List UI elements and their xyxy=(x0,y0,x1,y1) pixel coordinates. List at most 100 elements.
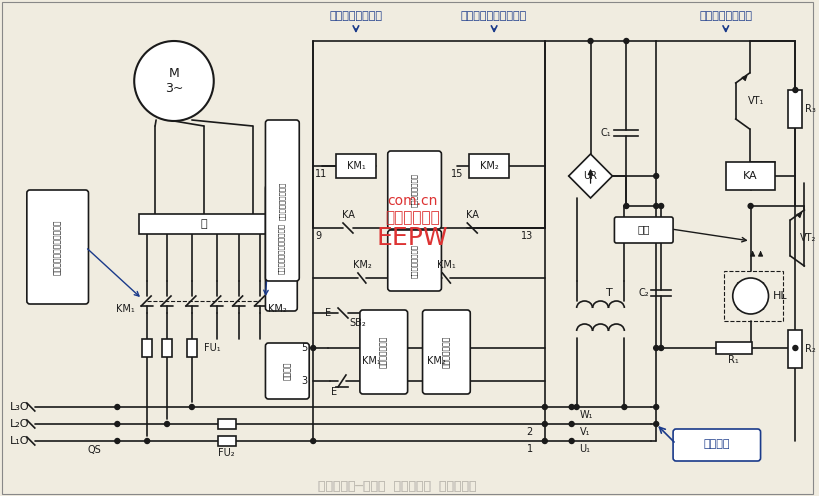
Text: FU₂: FU₂ xyxy=(218,448,235,458)
Text: 相序检测: 相序检测 xyxy=(703,439,729,449)
Text: 逆相序正接触器控制: 逆相序正接触器控制 xyxy=(278,182,285,220)
Circle shape xyxy=(541,405,546,410)
Circle shape xyxy=(653,405,658,410)
Text: FU₁: FU₁ xyxy=(204,343,220,353)
Text: EEPW: EEPW xyxy=(376,226,448,250)
Circle shape xyxy=(658,346,663,351)
Text: T: T xyxy=(606,288,613,298)
Text: U₁: U₁ xyxy=(579,444,590,454)
FancyBboxPatch shape xyxy=(27,190,88,304)
Circle shape xyxy=(541,422,546,427)
Text: HL: HL xyxy=(771,291,786,301)
Bar xyxy=(187,339,197,357)
Text: 顺相序直接触器: 顺相序直接触器 xyxy=(379,336,387,368)
Circle shape xyxy=(115,438,120,443)
Bar xyxy=(162,339,172,357)
Text: 2: 2 xyxy=(526,427,532,437)
Text: R₃: R₃ xyxy=(804,104,815,114)
Bar xyxy=(218,419,235,429)
Text: KM₂: KM₂ xyxy=(479,161,498,171)
FancyBboxPatch shape xyxy=(387,151,441,229)
Circle shape xyxy=(541,438,546,443)
Text: L₃O: L₃O xyxy=(10,402,29,412)
Text: M
3~: M 3~ xyxy=(165,67,183,95)
Text: 1: 1 xyxy=(526,444,532,454)
Bar xyxy=(725,162,775,190)
Bar xyxy=(715,342,751,354)
Circle shape xyxy=(573,405,578,410)
Circle shape xyxy=(621,405,626,410)
Text: R₂: R₂ xyxy=(804,344,815,354)
Text: 逆相序接触器主接触器接点: 逆相序接触器主接触器接点 xyxy=(278,223,284,273)
Text: KM₁: KM₁ xyxy=(362,356,381,366)
Circle shape xyxy=(134,41,214,121)
FancyBboxPatch shape xyxy=(265,343,309,399)
Text: QS: QS xyxy=(88,445,102,455)
Text: C₁: C₁ xyxy=(600,128,611,138)
Text: L₁O: L₁O xyxy=(10,436,29,446)
Text: R₁: R₁ xyxy=(727,355,738,365)
Circle shape xyxy=(310,346,315,351)
Text: 停止接点: 停止接点 xyxy=(283,362,292,380)
Circle shape xyxy=(115,422,120,427)
Circle shape xyxy=(653,346,658,351)
Text: 逆相序校正接触器线圈: 逆相序校正接触器线圈 xyxy=(460,11,527,21)
Text: KM₂: KM₂ xyxy=(352,260,371,270)
Text: SB₂: SB₂ xyxy=(349,318,366,328)
Circle shape xyxy=(732,278,767,314)
Circle shape xyxy=(568,438,573,443)
Text: L₂O: L₂O xyxy=(10,419,29,429)
Text: 山: 山 xyxy=(201,219,207,229)
Circle shape xyxy=(189,405,194,410)
FancyBboxPatch shape xyxy=(265,185,297,311)
Text: 光耦: 光耦 xyxy=(636,224,649,234)
Text: 5: 5 xyxy=(301,343,307,353)
Text: KM₂: KM₂ xyxy=(427,356,446,366)
Circle shape xyxy=(653,422,658,427)
FancyBboxPatch shape xyxy=(422,310,469,394)
FancyBboxPatch shape xyxy=(387,230,441,291)
Text: 逆相序继电器线圈: 逆相序继电器线圈 xyxy=(411,173,418,207)
Bar xyxy=(468,154,509,178)
Text: 9: 9 xyxy=(314,231,321,241)
Text: VT₂: VT₂ xyxy=(799,233,816,243)
Circle shape xyxy=(144,438,149,443)
Text: E: E xyxy=(331,387,337,397)
Text: KM₁: KM₁ xyxy=(346,161,364,171)
Text: 11: 11 xyxy=(314,169,327,179)
Circle shape xyxy=(623,39,628,44)
Text: V₁: V₁ xyxy=(579,427,590,437)
Circle shape xyxy=(165,422,170,427)
Text: 电子产品世界: 电子产品世界 xyxy=(385,210,440,226)
Text: KA: KA xyxy=(465,210,478,220)
Bar xyxy=(336,154,375,178)
Text: KM₂: KM₂ xyxy=(268,304,287,314)
Text: 逆相序校正继电器: 逆相序校正继电器 xyxy=(699,11,751,21)
Circle shape xyxy=(747,203,752,208)
Text: KA: KA xyxy=(342,210,354,220)
Text: KA: KA xyxy=(742,171,757,181)
FancyBboxPatch shape xyxy=(360,310,407,394)
Circle shape xyxy=(568,422,573,427)
Text: 磁力制动器─顺相序  逆相序校正  控制电路图: 磁力制动器─顺相序 逆相序校正 控制电路图 xyxy=(318,480,477,493)
FancyBboxPatch shape xyxy=(672,429,760,461)
Text: 顺相序接触器线圈: 顺相序接触器线圈 xyxy=(329,11,382,21)
Polygon shape xyxy=(568,154,612,198)
Text: 13: 13 xyxy=(520,231,532,241)
Circle shape xyxy=(623,203,628,208)
Bar xyxy=(787,330,801,368)
Text: 顺相序接触器主接触器接点: 顺相序接触器主接触器接点 xyxy=(53,219,62,275)
FancyBboxPatch shape xyxy=(613,217,672,243)
Text: 逆相序互锁接触器: 逆相序互锁接触器 xyxy=(411,244,418,278)
Text: 逆相序直接触器: 逆相序直接触器 xyxy=(441,336,450,368)
Text: VT₁: VT₁ xyxy=(747,96,763,106)
Circle shape xyxy=(587,39,592,44)
Circle shape xyxy=(115,405,120,410)
Bar xyxy=(139,214,268,234)
Text: com.cn: com.cn xyxy=(387,194,437,208)
Bar xyxy=(723,271,782,321)
Circle shape xyxy=(792,346,797,351)
Circle shape xyxy=(568,405,573,410)
Circle shape xyxy=(658,203,663,208)
Text: KM₁: KM₁ xyxy=(115,304,134,314)
